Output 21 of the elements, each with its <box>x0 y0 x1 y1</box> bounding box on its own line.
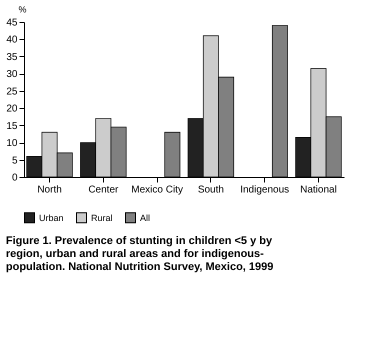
legend-label: Rural <box>91 212 113 223</box>
y-tick-label: 10 <box>6 138 18 150</box>
caption: Figure 1. Prevalence of stunting in children <5 y by region, urban and rural areas and for indigenous-population. National Nutrition Survey, Mexico, 1999 <box>6 235 274 273</box>
y-tick-label: 0 <box>12 172 18 184</box>
legend-label: Urban <box>39 212 64 223</box>
y-axis-title: % <box>18 4 27 14</box>
y-tick-label: 25 <box>6 86 18 98</box>
x-tick-label: National <box>300 184 337 196</box>
x-tick-label: South <box>198 184 224 196</box>
legend-label: All <box>140 212 150 223</box>
y-tick-label: 40 <box>6 34 18 46</box>
y-tick-label: 20 <box>6 104 18 115</box>
y-tick-label: 5 <box>12 155 18 166</box>
x-tick-label: North <box>37 184 62 196</box>
y-tick-label: 30 <box>6 69 18 80</box>
y-tick-label: 35 <box>6 52 18 63</box>
y-tick-label: 15 <box>6 120 18 132</box>
x-tick-label: Indigenous <box>240 184 290 196</box>
x-tick-label: Mexico City <box>131 184 183 196</box>
x-tick-label: Center <box>88 184 120 196</box>
y-tick-label: 45 <box>6 18 18 28</box>
